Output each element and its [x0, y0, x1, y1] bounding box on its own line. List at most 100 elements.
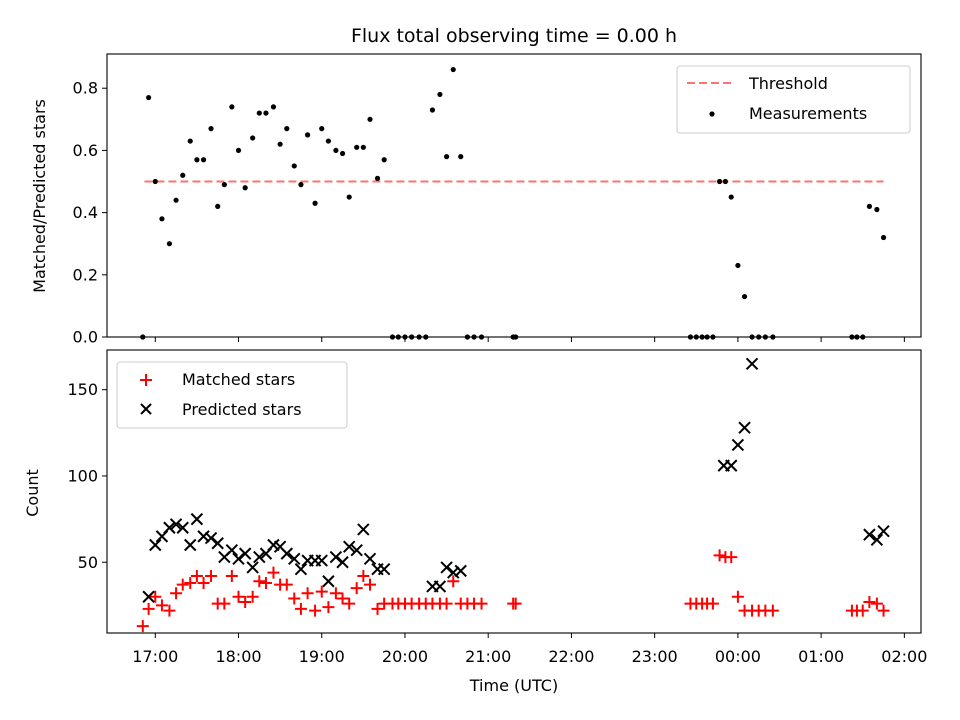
x-tick-label: 00:00 [715, 647, 761, 666]
matched-star-point [294, 602, 307, 615]
matched-star-point [322, 601, 335, 614]
matched-star-point [136, 620, 149, 633]
matched-star-point [371, 602, 384, 615]
predicted-star-point [454, 564, 467, 578]
predicted-star-point [725, 459, 738, 472]
measurement-point [215, 203, 221, 209]
predicted-legend-swatch [140, 403, 152, 415]
measurement-point [450, 66, 456, 73]
ratio-y-tick-label: 0.4 [73, 203, 98, 222]
matched-star-point [440, 597, 453, 610]
measurement-point [242, 185, 248, 191]
predicted-star-point [246, 561, 259, 574]
measurement-point [166, 241, 173, 247]
ratio-y-tick-label: 0.2 [73, 265, 98, 284]
matched-star-point [706, 597, 719, 610]
predicted-star-point [745, 357, 759, 371]
x-tick-label: 18:00 [215, 647, 261, 666]
predicted-star-point [288, 552, 301, 566]
predicted-star-point [197, 530, 210, 543]
measurement-point [880, 234, 887, 241]
measurement-point [256, 110, 262, 116]
measurement-point [354, 144, 360, 150]
matched-star-point [163, 604, 176, 617]
predicted-star-point [322, 575, 335, 588]
count-y-tick-label: 50 [78, 553, 98, 572]
matched-star-point [190, 570, 203, 583]
measurement-point [716, 178, 723, 185]
matched-star-point [877, 604, 890, 617]
measurements-legend-label: Measurements [749, 104, 867, 123]
x-tick-label: 17:00 [132, 647, 178, 666]
measurement-point [229, 104, 235, 110]
ratio-panel: 0.00.20.40.60.8 Matched/Predicted stars … [30, 53, 922, 347]
measurement-point [152, 178, 158, 185]
x-tick-label: 20:00 [382, 647, 428, 666]
measurement-point [741, 293, 748, 300]
matched-star-point [315, 585, 328, 598]
matched-star-point [149, 590, 162, 603]
measurement-point [235, 147, 242, 154]
x-tick-label: 22:00 [548, 647, 594, 666]
x-tick-label: 23:00 [632, 647, 678, 666]
matched-star-point [259, 576, 272, 589]
predicted-star-point [163, 521, 176, 534]
measurement-point [319, 126, 325, 132]
predicted-star-point [294, 562, 308, 576]
measurement-point [367, 116, 373, 122]
measurement-point [722, 178, 729, 185]
x-tick-label: 02:00 [881, 647, 927, 666]
measurement-point [173, 197, 179, 203]
ratio-axes: 0.0 0.2 0.4 0.6 0.8 [73, 79, 905, 347]
measurement-point [443, 154, 450, 160]
matched-star-point [253, 575, 266, 588]
measurement-point [429, 107, 436, 113]
matched-star-point [447, 575, 460, 588]
count-plot-frame [106, 349, 922, 634]
predicted-star-point [440, 561, 453, 574]
measurement-point [458, 154, 464, 160]
measurement-point [866, 203, 872, 209]
predicted-star-point [176, 521, 189, 534]
count-axes: 50 100 150 17:00 18:00 19:00 20:00 21:00 22:00 23… [67, 380, 927, 666]
matched-star-point [863, 595, 876, 608]
predicted-star-point [142, 590, 155, 603]
matched-star-point [766, 604, 779, 617]
predicted-star-point [377, 562, 391, 576]
matched-star-point [856, 604, 869, 617]
predicted-star-point [149, 538, 162, 552]
predicted-star-point [190, 512, 204, 526]
measurement-point [194, 157, 200, 163]
predicted-star-point [204, 531, 218, 545]
measurement-point [360, 144, 366, 150]
predicted-star-point [211, 537, 224, 550]
matched-star-point [246, 590, 259, 603]
predicted-star-point [863, 528, 876, 541]
predicted-star-point [329, 550, 343, 564]
measurement-point [346, 194, 352, 200]
matched-star-point [225, 570, 238, 583]
predicted-star-point [342, 540, 356, 553]
matched-star-point [218, 597, 231, 610]
count-plot-marks [136, 357, 890, 633]
predicted-star-point [877, 524, 890, 538]
measurement-point [291, 163, 297, 169]
matched-star-point [350, 582, 363, 595]
predicted-star-point [870, 533, 884, 547]
predicted-star-point [363, 552, 377, 566]
matched-star-point [301, 587, 314, 600]
predicted-star-point [731, 438, 745, 452]
measurement-point [187, 138, 193, 144]
matched-star-point [870, 597, 883, 610]
count-panel: 50 100 150 17:00 18:00 19:00 20:00 21:00 22:00 23… [23, 349, 927, 695]
measurement-point [374, 175, 381, 181]
matched-star-point [280, 578, 293, 591]
count-y-tick-label: 150 [67, 380, 98, 399]
predicted-star-point [738, 421, 751, 434]
matched-star-point [232, 590, 245, 603]
predicted-star-point [169, 518, 183, 531]
matched-star-point [197, 576, 210, 589]
matched-star-point [725, 551, 738, 564]
measurement-point [284, 126, 290, 132]
